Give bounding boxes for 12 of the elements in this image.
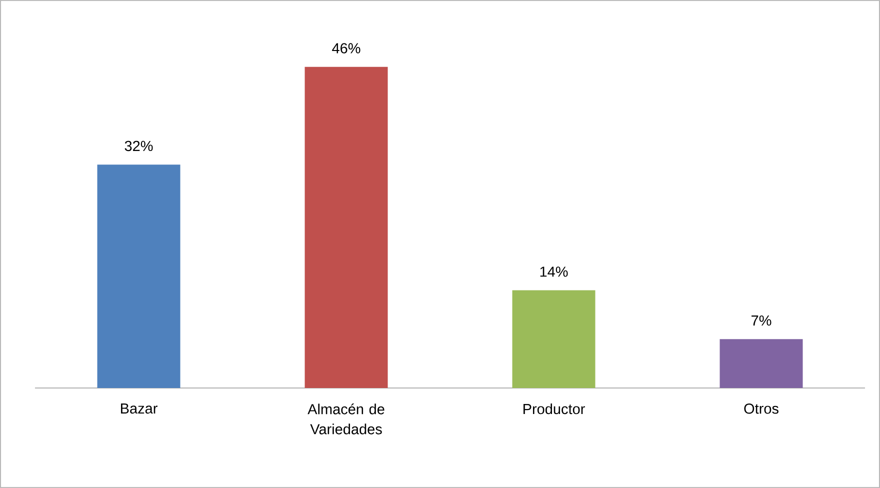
- data-label: 14%: [540, 266, 568, 277]
- bar: [720, 339, 803, 388]
- x-tick-label: Almacén de Variedades: [308, 404, 384, 434]
- data-label: 46%: [332, 43, 360, 54]
- x-tick-label: Otros: [744, 404, 778, 414]
- data-label: 7%: [752, 315, 772, 326]
- bar: [97, 164, 180, 388]
- x-tick-label: Productor: [524, 404, 585, 414]
- data-label: 32%: [124, 140, 153, 152]
- bar: [512, 290, 596, 388]
- bar: [304, 66, 388, 388]
- x-tick-label: Bazar: [121, 404, 158, 414]
